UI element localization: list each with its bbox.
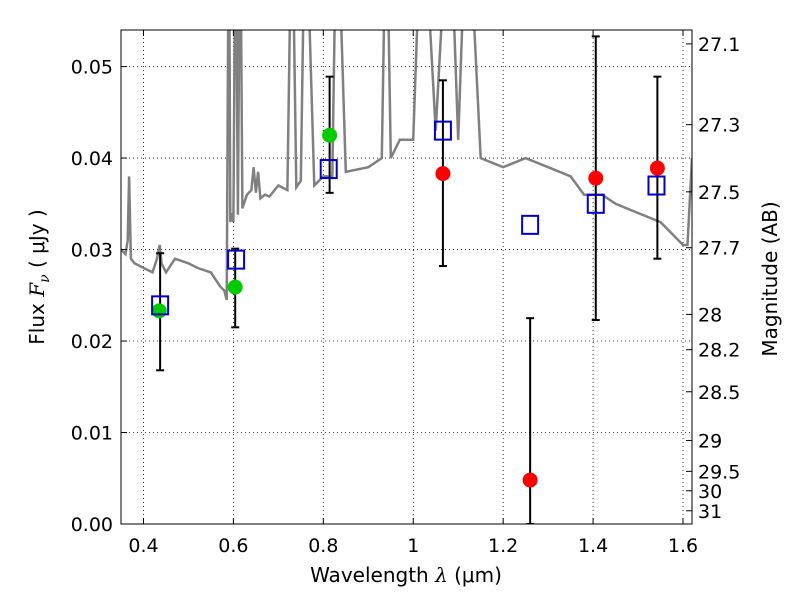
upper-flux-marker — [588, 170, 604, 186]
y2-tick-label: 27.3 — [698, 115, 740, 137]
synthetic-flux-marker — [647, 175, 666, 196]
error-bars — [156, 35, 662, 524]
y2-axis-label: Magnitude (AB) — [758, 201, 782, 356]
synthetic-flux-marker — [586, 193, 605, 214]
y-axis-label: Flux Fν ( μJy ) — [25, 209, 53, 344]
detection-flux-marker — [227, 279, 243, 295]
y2-tick-label: 29 — [698, 431, 722, 453]
y-axis-label-unit: ( μJy ) — [25, 209, 49, 274]
upper-flux-marker — [649, 160, 665, 176]
plot-area — [121, 30, 692, 524]
x-tick-label: 1.2 — [488, 535, 518, 557]
synthetic-flux-marker — [151, 295, 170, 316]
x-tick-label: 1.6 — [668, 535, 698, 557]
y2-tick-label: 31 — [698, 501, 722, 523]
y-tick-label: 0.03 — [71, 240, 113, 262]
y2-tick-label: 27.5 — [698, 182, 740, 204]
axis-ticks: 0.4 0.6 0.8 1 1.2 1.4 1.6 0.00 0.01 0.02 0.03 0.04 0… — [71, 30, 740, 557]
synthetic-flux-marker — [433, 120, 452, 141]
x-axis-label-symbol: λ — [434, 563, 448, 587]
synthetic-flux-marker — [319, 159, 338, 180]
y2-tick-label: 29.5 — [698, 461, 740, 483]
y-tick-label: 0.00 — [71, 514, 113, 536]
x-axis-label-unit: (μm) — [448, 563, 502, 587]
y-axis-label-symbol: F — [25, 282, 49, 298]
data-markers — [151, 120, 666, 488]
synthetic-flux-marker — [227, 249, 246, 270]
synthetic-flux-marker — [521, 214, 540, 235]
model-spectrum-line — [121, 30, 692, 301]
x-tick-label: 0.8 — [308, 535, 338, 557]
y-tick-label: 0.02 — [71, 331, 113, 353]
detection-flux-marker — [322, 127, 338, 143]
y-tick-label: 0.05 — [71, 57, 113, 79]
detection-flux-marker — [151, 303, 167, 319]
y-tick-label: 0.01 — [71, 423, 113, 445]
upper-flux-marker — [522, 472, 538, 488]
y2-tick-label: 30 — [698, 481, 722, 503]
y2-tick-label: 27.1 — [698, 34, 740, 56]
y2-tick-label: 28.5 — [698, 382, 740, 404]
y2-tick-label: 28.2 — [698, 340, 740, 362]
x-tick-label: 0.4 — [128, 535, 158, 557]
y-tick-label: 0.04 — [71, 148, 113, 170]
x-tick-label: 0.6 — [218, 535, 248, 557]
x-axis-label-prefix: Wavelength — [310, 563, 435, 587]
y2-tick-label: 27.7 — [698, 238, 740, 260]
x-tick-label: 1 — [407, 535, 419, 557]
upper-flux-marker — [435, 166, 451, 182]
x-tick-label: 1.4 — [578, 535, 608, 557]
grid-lines — [121, 30, 692, 525]
y2-tick-label: 28 — [698, 304, 722, 326]
x-axis-label: Wavelength λ (μm) — [310, 563, 502, 587]
y-axis-label-subscript: ν — [37, 274, 53, 283]
y-axis-label-prefix: Flux — [25, 297, 49, 345]
plot-frame — [120, 29, 693, 525]
